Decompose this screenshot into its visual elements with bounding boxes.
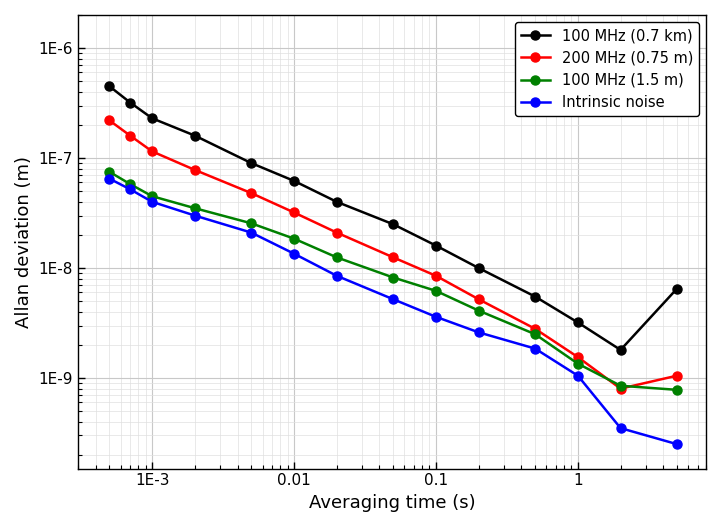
Intrinsic noise: [190, 212, 199, 219]
200 MHz (0.75 m): [474, 296, 483, 302]
100 MHz (1.5 m): [332, 254, 341, 260]
200 MHz (0.75 m): [125, 132, 134, 139]
100 MHz (1.5 m): [673, 387, 681, 393]
200 MHz (0.75 m): [616, 385, 625, 392]
100 MHz (0.7 km): [148, 115, 156, 121]
100 MHz (0.7 km): [432, 242, 441, 249]
Intrinsic noise: [573, 373, 582, 379]
100 MHz (1.5 m): [531, 331, 539, 337]
Line: 100 MHz (1.5 m): 100 MHz (1.5 m): [105, 167, 681, 394]
Legend: 100 MHz (0.7 km), 200 MHz (0.75 m), 100 MHz (1.5 m), Intrinsic noise: 100 MHz (0.7 km), 200 MHz (0.75 m), 100 …: [515, 22, 699, 116]
200 MHz (0.75 m): [531, 326, 539, 332]
Intrinsic noise: [531, 345, 539, 352]
100 MHz (1.5 m): [290, 236, 298, 242]
Line: 200 MHz (0.75 m): 200 MHz (0.75 m): [105, 116, 681, 393]
100 MHz (1.5 m): [125, 181, 134, 187]
100 MHz (0.7 km): [616, 347, 625, 353]
Intrinsic noise: [474, 329, 483, 336]
Intrinsic noise: [125, 186, 134, 192]
100 MHz (1.5 m): [190, 205, 199, 211]
100 MHz (1.5 m): [148, 193, 156, 199]
Line: 100 MHz (0.7 km): 100 MHz (0.7 km): [105, 82, 681, 355]
100 MHz (0.7 km): [290, 178, 298, 184]
200 MHz (0.75 m): [389, 254, 397, 260]
100 MHz (1.5 m): [616, 383, 625, 389]
100 MHz (0.7 km): [105, 83, 114, 90]
Intrinsic noise: [616, 425, 625, 431]
Intrinsic noise: [148, 199, 156, 205]
200 MHz (0.75 m): [573, 354, 582, 360]
200 MHz (0.75 m): [432, 272, 441, 279]
200 MHz (0.75 m): [247, 190, 256, 196]
100 MHz (0.7 km): [125, 100, 134, 106]
100 MHz (1.5 m): [432, 288, 441, 294]
200 MHz (0.75 m): [190, 167, 199, 173]
200 MHz (0.75 m): [332, 229, 341, 236]
Intrinsic noise: [332, 272, 341, 279]
100 MHz (0.7 km): [389, 221, 397, 228]
X-axis label: Averaging time (s): Averaging time (s): [309, 494, 475, 512]
200 MHz (0.75 m): [673, 373, 681, 379]
100 MHz (1.5 m): [247, 220, 256, 227]
100 MHz (0.7 km): [332, 199, 341, 205]
Intrinsic noise: [673, 441, 681, 447]
100 MHz (1.5 m): [105, 169, 114, 175]
100 MHz (0.7 km): [673, 286, 681, 292]
Intrinsic noise: [389, 296, 397, 302]
Intrinsic noise: [290, 250, 298, 257]
100 MHz (1.5 m): [474, 307, 483, 314]
200 MHz (0.75 m): [148, 148, 156, 154]
100 MHz (0.7 km): [573, 319, 582, 326]
200 MHz (0.75 m): [105, 117, 114, 123]
100 MHz (1.5 m): [573, 360, 582, 367]
100 MHz (0.7 km): [531, 294, 539, 300]
100 MHz (0.7 km): [474, 265, 483, 271]
Intrinsic noise: [105, 175, 114, 182]
Intrinsic noise: [432, 314, 441, 320]
100 MHz (0.7 km): [247, 160, 256, 166]
Intrinsic noise: [247, 229, 256, 236]
100 MHz (1.5 m): [389, 275, 397, 281]
200 MHz (0.75 m): [290, 209, 298, 216]
Line: Intrinsic noise: Intrinsic noise: [105, 174, 681, 448]
100 MHz (0.7 km): [190, 132, 199, 139]
Y-axis label: Allan deviation (m): Allan deviation (m): [15, 156, 33, 328]
